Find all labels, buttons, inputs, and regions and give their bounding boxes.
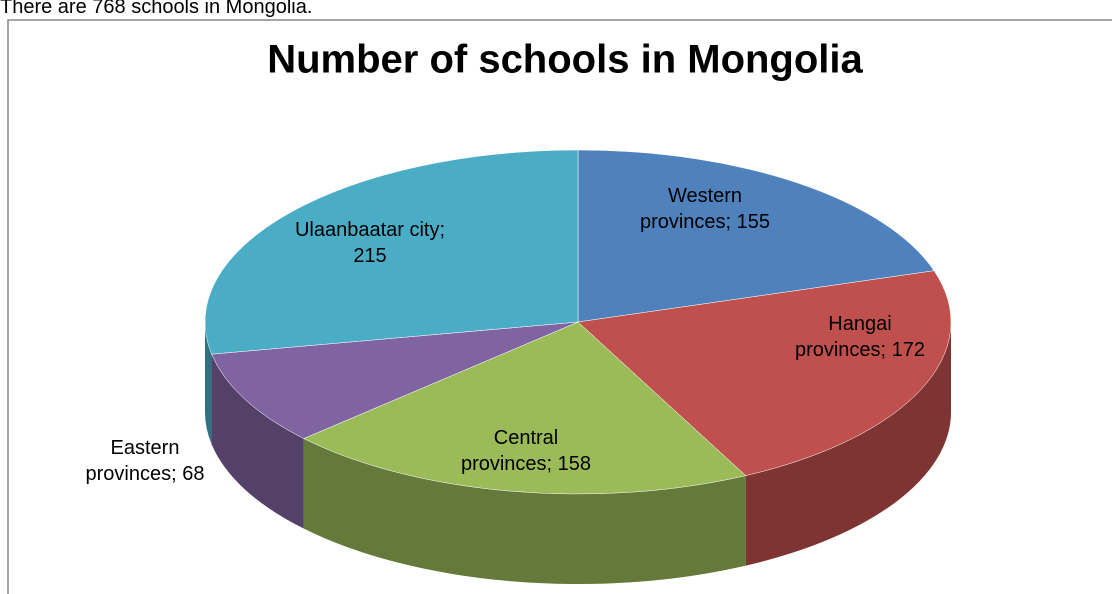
chart-title: Number of schools in Mongolia [267, 38, 863, 82]
slice-side-shade [205, 322, 212, 445]
data-label: Western provinces; 155 [640, 185, 770, 233]
data-label: Hangai provinces; 172 [795, 313, 925, 361]
slice-side-shade [211, 354, 304, 529]
data-label: Central provinces; 158 [461, 427, 591, 475]
slice [303, 321, 747, 495]
slice [211, 321, 579, 439]
slice [577, 270, 952, 476]
chart-frame [7, 19, 1112, 594]
caption: There are 768 schools in Mongolia. [0, 0, 312, 18]
slice-side [205, 322, 212, 445]
slice-side [211, 354, 304, 529]
slice-side [303, 438, 746, 584]
data-label: Eastern provinces; 68 [86, 437, 205, 485]
data-label: Ulaanbaatar city; 215 [295, 219, 445, 267]
slice [204, 149, 579, 355]
slice [577, 149, 935, 323]
slice-side-shade [745, 322, 951, 566]
slice-side-shade [303, 438, 746, 584]
slice-side [745, 322, 951, 566]
